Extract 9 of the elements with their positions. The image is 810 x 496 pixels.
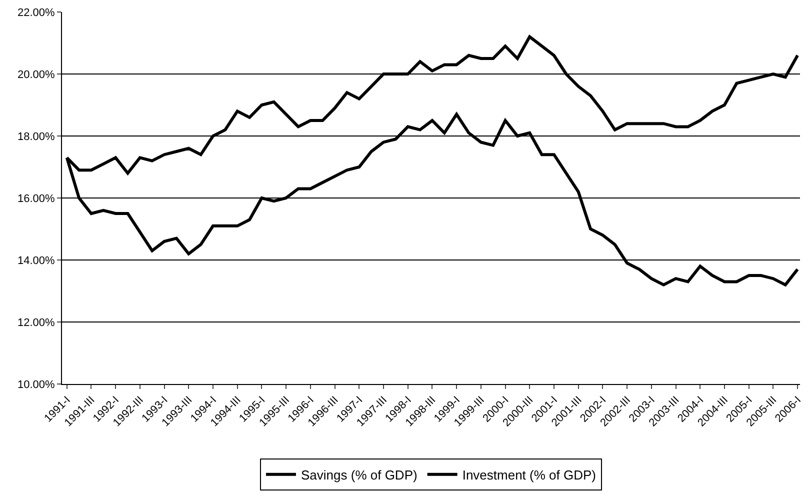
- y-tick-label: 22.00%: [17, 6, 56, 19]
- y-tick-label: 20.00%: [17, 68, 56, 81]
- y-tick-label: 14.00%: [17, 254, 56, 267]
- y-tick-label: 16.00%: [17, 192, 56, 205]
- legend-label: Savings (% of GDP): [301, 467, 418, 482]
- y-tick-label: 10.00%: [17, 378, 56, 391]
- y-tick-label: 18.00%: [17, 130, 56, 143]
- y-tick-label: 12.00%: [17, 316, 56, 329]
- legend-label: Investment (% of GDP): [462, 467, 596, 482]
